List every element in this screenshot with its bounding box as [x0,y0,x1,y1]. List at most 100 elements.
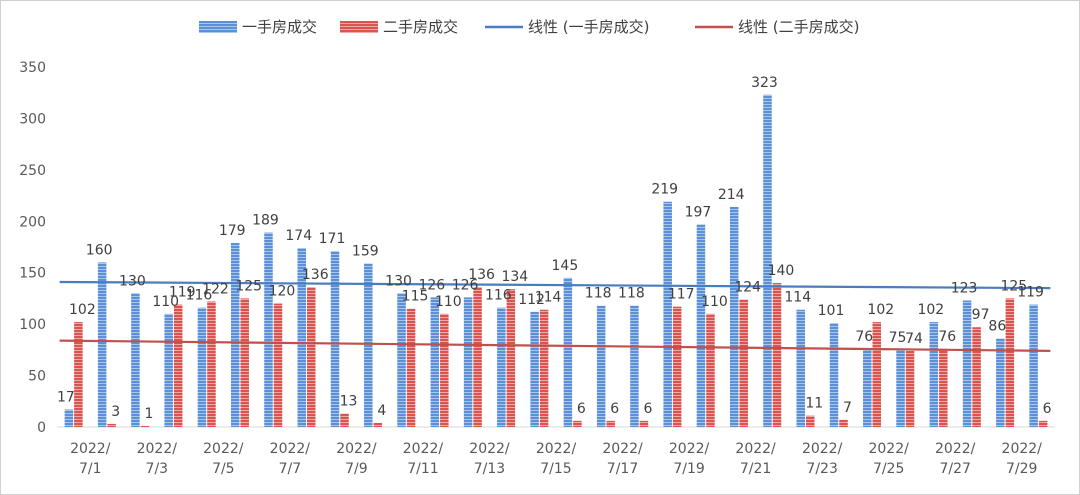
data-label: 159 [352,243,379,259]
x-tick-label: 2022/7/15 [536,441,577,477]
x-tick-label: 2022/7/25 [868,441,909,477]
data-label: 126 [452,277,479,293]
bar-new-home [497,307,506,427]
data-label: 145 [552,258,579,274]
bar-second-hand [1005,298,1015,427]
data-label: 130 [385,273,412,289]
x-tick-label: 2022/7/27 [935,441,976,477]
x-tick-label: 2022/7/5 [203,441,244,477]
data-label: 17 [57,390,75,406]
data-label: 125 [1000,278,1027,294]
y-axis: 0 50 100 150 200 250 300 350 [19,60,46,436]
bar-second-hand [772,283,782,427]
bar-second-hand [340,413,349,427]
x-tick-label: 2022/7/29 [1002,441,1043,477]
y-tick-label: 100 [19,317,46,333]
data-label: 189 [252,213,279,229]
bar-new-home [829,323,839,427]
data-label: 3 [111,404,120,420]
data-label: 123 [951,280,978,296]
bar-new-home [996,338,1005,427]
data-label: 179 [219,223,246,239]
data-label: 214 [718,187,745,203]
x-tick-label: 2022/7/13 [469,441,510,477]
data-label: 117 [668,287,695,303]
legend-label: 二手房成交 [383,18,458,36]
bar-second-hand [406,308,416,427]
x-tick-label: 2022/7/19 [669,441,710,477]
bar-second-hand [939,348,948,427]
data-label: 1 [144,406,153,422]
data-label: 74 [905,331,923,347]
bar-second-hand [506,289,516,427]
data-label: 140 [768,263,795,279]
data-label: 120 [269,284,296,300]
bar-second-hand [107,423,116,427]
legend: 一手房成交 二手房成交 线性 (一手房成交) 线性 (二手房成交) [199,18,859,36]
bar-new-home [796,309,805,427]
bar-new-home [131,293,140,427]
x-tick-label: 2022/7/11 [403,441,444,477]
bar-second-hand [606,420,615,427]
bar-second-hand [706,313,715,427]
bar-new-home [763,94,772,428]
bar-new-home [530,311,539,427]
bar-new-home [463,297,473,427]
bar-new-home [663,201,672,427]
bar-second-hand [639,420,649,427]
bar-new-home [596,305,606,427]
trendline-second-hand [59,339,1051,352]
x-tick-label: 2022/7/1 [70,441,111,477]
bar-new-home [297,248,306,427]
bar-second-hand [573,420,582,427]
data-label: 6 [577,401,586,417]
data-label: 112 [518,292,545,308]
data-label: 97 [972,307,990,323]
bar-second-hand [307,287,316,427]
bar-new-home [962,300,972,427]
bar-new-home [397,293,406,427]
data-label: 130 [119,273,146,289]
x-axis: 2022/7/1 2022/7/3 2022/7/5 2022/7/7 2022/7/9… [57,426,1055,477]
data-label: 6 [643,401,652,417]
bar-second-hand [74,322,83,427]
data-label: 13 [340,394,358,410]
bar-new-home [563,277,573,427]
x-tick-label: 2022/7/9 [336,441,377,477]
bar-second-hand [240,298,249,427]
bar-new-home [929,322,939,427]
bar-new-home [729,206,739,427]
bar-second-hand [839,419,848,427]
x-tick-label: 2022/7/17 [602,441,643,477]
legend-swatch [199,21,237,33]
trendlines [59,280,1051,352]
bar-second-hand [905,350,915,427]
data-label: 136 [468,267,495,283]
data-label: 76 [938,329,956,345]
bar-new-home [364,263,373,427]
data-label: 4 [377,403,386,419]
y-tick-label: 250 [19,163,46,179]
data-label: 219 [651,182,678,198]
bar-new-home [863,348,872,427]
x-tick-label: 2022/7/23 [802,441,843,477]
bars [64,94,1048,428]
data-label: 118 [585,286,612,302]
data-label: 125 [235,278,262,294]
data-label: 171 [319,231,346,247]
x-tick-label: 2022/7/21 [735,441,776,477]
data-label: 11 [805,396,823,412]
bar-new-home [630,305,639,427]
bar-new-home [264,232,273,427]
data-label: 323 [751,75,778,91]
bar-new-home [330,251,340,427]
bar-second-hand [539,309,549,427]
bar-new-home [164,313,173,427]
y-tick-label: 50 [28,369,46,385]
data-label: 6 [1043,401,1052,417]
bar-new-home [430,297,440,427]
y-tick-label: 150 [19,266,46,282]
data-label: 119 [1017,285,1044,301]
